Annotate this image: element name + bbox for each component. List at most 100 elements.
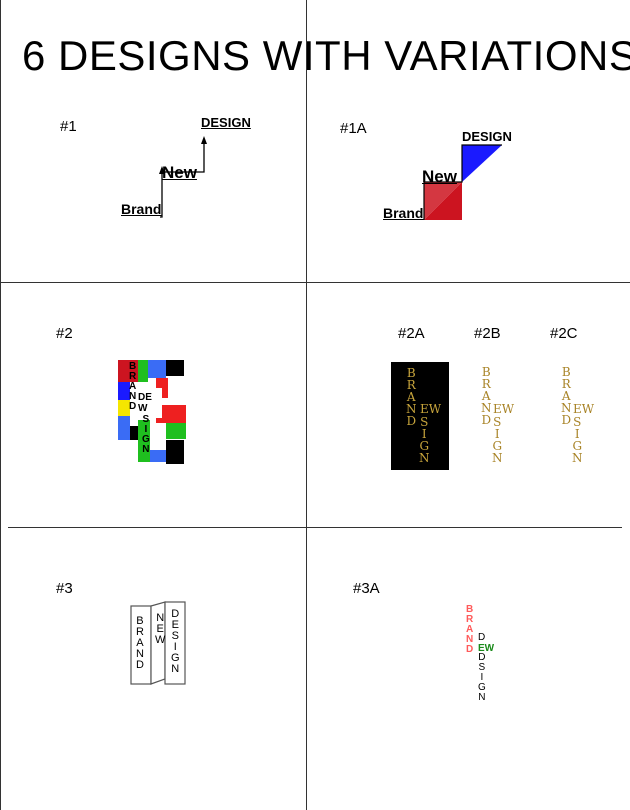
letter-i: I (173, 641, 177, 653)
letter-r: R (466, 614, 474, 625)
letter-e: E (171, 619, 179, 631)
letter-n: N (419, 451, 430, 465)
design-3-label: #3 (56, 580, 73, 597)
letter-s: S (478, 662, 486, 673)
block-blue-4 (150, 450, 166, 462)
design-3a-ew: EW (478, 643, 495, 654)
block-red-3 (156, 405, 186, 423)
letter-b: B (466, 604, 474, 615)
block-blue-3 (118, 416, 130, 440)
letter-i: I (494, 427, 500, 441)
design-2b-label: #2B (474, 325, 501, 342)
grid-vertical-left (0, 0, 1, 810)
design-1-label: #1 (60, 118, 77, 135)
design-1-logo: Brand New DESIGN (115, 110, 255, 225)
block-blue-1 (148, 360, 166, 378)
design-2-brand-column: B R A N D (129, 362, 136, 412)
letter-a: A (406, 390, 416, 404)
design-3a-logo: B R A N D D EW E D S I G N (466, 605, 506, 717)
design-2-label: #2 (56, 325, 73, 342)
letter-n: N (142, 444, 150, 455)
design-2a-label: #2A (398, 325, 425, 342)
design-1a-word-brand: Brand (383, 205, 424, 221)
grid-vertical-center (306, 0, 307, 810)
letter-d: D (406, 414, 417, 428)
letter-i: I (574, 427, 580, 441)
design-2c-brand-column: B R A N D (561, 366, 572, 426)
letter-b: B (481, 365, 491, 379)
block-white-center (138, 388, 162, 418)
letter-n: N (406, 402, 417, 416)
letter-g: G (171, 652, 180, 664)
grid-horizontal-bottom (8, 527, 622, 528)
letter-b: B (136, 615, 144, 627)
design-1a-label: #1A (340, 120, 367, 137)
letter-s: S (142, 414, 150, 425)
design-3a-brand-column: B R A N D (466, 605, 473, 655)
letter-d: D (129, 401, 137, 412)
letter-r: R (136, 626, 144, 638)
letter-s: S (420, 415, 429, 429)
design-2a-logo: B R A N D EW S I G N (391, 362, 449, 470)
letter-a: A (136, 637, 144, 649)
letter-d: D (171, 608, 180, 620)
letter-e: E (156, 623, 164, 635)
block-blue-2 (118, 382, 130, 400)
design-2b-brand-column: B R A N D (481, 366, 492, 426)
block-black-3 (166, 440, 184, 464)
letter-n: N (481, 401, 492, 415)
design-2c-logo: B R A N D EW S I G N (558, 366, 603, 466)
design-2c-sign-column: S I G N (572, 416, 583, 464)
design-3a-label: #3A (353, 580, 380, 597)
stairs-arrow-graphic (159, 136, 207, 218)
design-2c-ew: EW (573, 402, 595, 416)
letter-i: I (144, 424, 148, 435)
letter-i: I (421, 427, 427, 441)
letter-n: N (136, 648, 144, 660)
letter-n: N (478, 692, 486, 703)
letter-g: G (142, 434, 150, 445)
letter-n: N (171, 663, 180, 675)
letter-r: R (406, 378, 416, 392)
block-green-2 (166, 423, 186, 439)
design-1a-word-new: New (422, 167, 457, 186)
design-2b-logo: B R A N D EW S I G N (478, 366, 523, 466)
letter-i: I (480, 672, 484, 683)
letter-g: G (478, 682, 486, 693)
letter-g: G (572, 439, 583, 453)
design-2a-brand-column: B R A N D (406, 367, 417, 427)
page-title: 6 DESIGNS WITH VARIATIONS (22, 32, 630, 79)
design-3-brand-column: B R A N D (136, 616, 144, 671)
design-3a-dew-d: D (478, 632, 486, 643)
block-red-1 (118, 360, 138, 382)
letter-d: D (136, 659, 144, 671)
folded-panels-graphic (130, 601, 186, 685)
design-2b-sign-column: S I G N (492, 416, 503, 464)
design-1a-word-design: DESIGN (462, 129, 512, 144)
block-green-1 (138, 360, 148, 382)
letter-a: A (466, 624, 474, 635)
letter-s: S (573, 415, 582, 429)
design-1a-logo: Brand New DESIGN (380, 125, 520, 225)
design-3a-design-column: E D S I G N (478, 643, 486, 703)
design-1-word-new: New (162, 163, 197, 182)
design-2a-ew: EW (420, 402, 442, 416)
letter-d: D (481, 413, 492, 427)
letter-n: N (466, 634, 474, 645)
letter-w: W (155, 634, 166, 646)
letter-g: G (419, 439, 430, 453)
design-1-word-design: DESIGN (201, 115, 251, 130)
letter-n: N (156, 612, 165, 624)
letter-b: B (129, 361, 137, 372)
block-green-3 (138, 420, 150, 462)
design-2-sign-column: S I G N (142, 415, 150, 455)
letter-d: D (478, 652, 486, 663)
design-3-new-column: N E W (155, 613, 165, 646)
letter-a: A (481, 389, 491, 403)
letter-s: S (171, 630, 179, 642)
design-1-word-brand: Brand (121, 201, 162, 217)
letter-n: N (561, 401, 572, 415)
letter-d: D (466, 644, 474, 655)
block-yellow-1 (118, 400, 130, 416)
letter-s: S (493, 415, 502, 429)
